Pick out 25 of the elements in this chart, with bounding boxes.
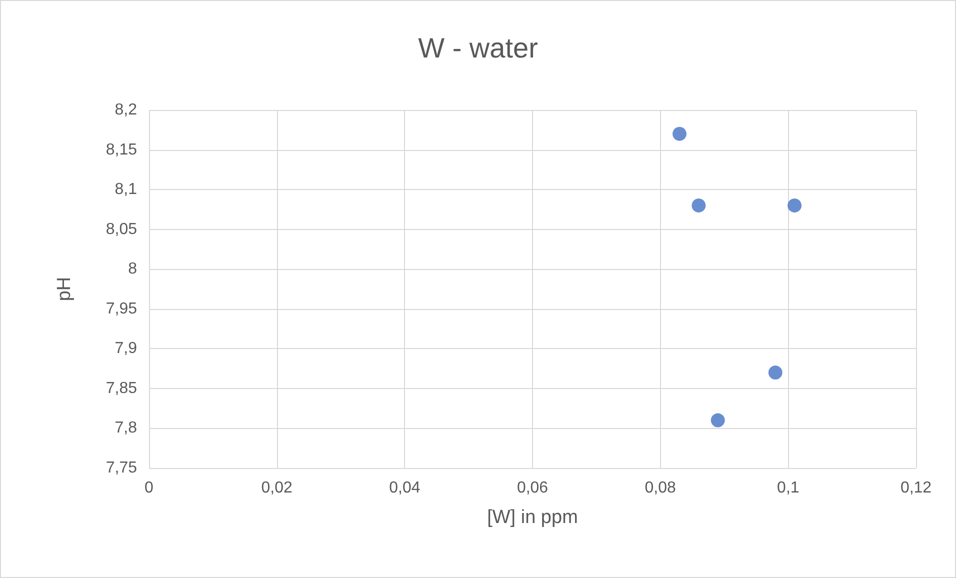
y-tick-label: 8,2 [114, 102, 138, 118]
x-tick-label: 0,02 [261, 480, 293, 496]
x-tick-label: 0,04 [389, 480, 420, 496]
y-tick-label: 8,1 [114, 181, 138, 198]
x-tick-label: 0,12 [900, 480, 932, 496]
point [692, 198, 706, 212]
point [672, 126, 687, 141]
point [788, 198, 802, 212]
point [768, 366, 782, 380]
y-tick-label: 7,75 [106, 460, 138, 476]
y-tick-label: 8 [128, 260, 138, 278]
y-tick-label: 7,95 [106, 300, 138, 318]
y-tick-label: 7,85 [106, 380, 138, 397]
x-tick-label: 0 [144, 480, 154, 496]
x-tick-label: 0,08 [644, 480, 676, 496]
y-tick-label: 7,8 [114, 420, 138, 437]
chart-title: W - water [418, 32, 538, 64]
y-tick-label: 8,05 [106, 220, 138, 238]
y-axis-title: pH [54, 276, 75, 302]
x-tick-label: 0,06 [516, 480, 548, 496]
y-tick-label: 7,9 [114, 340, 138, 358]
x-axis-title: [W] in ppm [487, 507, 578, 528]
y-tick-label: 8,15 [106, 141, 138, 158]
point [710, 413, 725, 428]
x-tick-label: 0,1 [777, 480, 800, 496]
